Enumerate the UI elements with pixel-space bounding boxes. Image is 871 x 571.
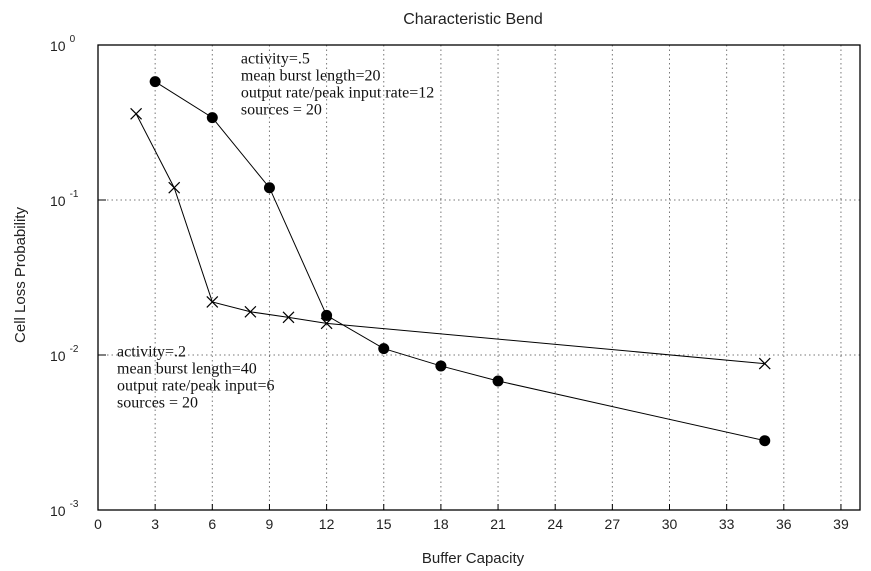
x-tick-label: 33	[719, 516, 735, 532]
data-point-circle	[263, 182, 275, 194]
grid	[98, 45, 860, 510]
x-tick-label: 18	[433, 516, 449, 532]
annotation-line: mean burst length=20	[241, 67, 381, 84]
y-tick-label: 10 0	[50, 34, 76, 54]
data-point-x	[168, 181, 181, 194]
series-layer	[130, 76, 771, 447]
data-point-x	[282, 311, 295, 324]
x-tick-label: 3	[151, 516, 159, 532]
x-tick-label: 0	[94, 516, 102, 532]
x-tick-label: 36	[776, 516, 792, 532]
data-point-circle	[435, 360, 447, 372]
series-1-line	[154, 81, 765, 442]
annotation-line: mean burst length=40	[117, 360, 257, 377]
data-point-circle	[759, 435, 771, 447]
x-axis: 0 3 6 9 12 15 18 21 24 27 30 33 36 39	[94, 504, 849, 532]
y-tick-label: 10 -2	[50, 344, 79, 364]
annotation-line: activity=.2	[117, 343, 186, 360]
x-tick-label: 24	[547, 516, 563, 532]
x-tick-label: 27	[605, 516, 621, 532]
data-point-x	[206, 295, 219, 308]
annotation-line: sources = 20	[117, 394, 198, 411]
x-tick-label: 12	[319, 516, 335, 532]
data-point-x	[130, 107, 143, 120]
annotation-line: activity=.5	[241, 50, 310, 67]
plot-frame	[97, 44, 861, 511]
annotation-line: sources = 20	[241, 101, 322, 118]
data-point-x	[244, 305, 257, 318]
x-tick-label: 39	[833, 516, 849, 532]
data-point-x	[758, 357, 771, 370]
x-tick-label: 30	[662, 516, 678, 532]
annotation-line: output rate/peak input rate=12	[241, 84, 434, 101]
x-tick-label: 9	[266, 516, 274, 532]
x-tick-label: 6	[208, 516, 216, 532]
y-tick-label: 10 -3	[50, 499, 79, 519]
x-tick-label: 15	[376, 516, 392, 532]
data-point-circle	[149, 76, 161, 88]
data-point-circle	[206, 112, 218, 124]
y-axis-label: Cell Loss Probability	[12, 207, 29, 343]
data-point-x	[320, 317, 333, 330]
chart-title: Characteristic Bend	[403, 11, 543, 28]
data-point-circle	[492, 375, 504, 387]
data-point-circle	[321, 309, 333, 321]
x-tick-label: 21	[490, 516, 506, 532]
series-2-line	[135, 113, 765, 365]
annotation-line: output rate/peak input=6	[117, 377, 274, 394]
y-tick-label: 10 -1	[50, 189, 79, 209]
data-point-circle	[378, 343, 390, 355]
x-axis-label: Buffer Capacity	[422, 550, 525, 567]
